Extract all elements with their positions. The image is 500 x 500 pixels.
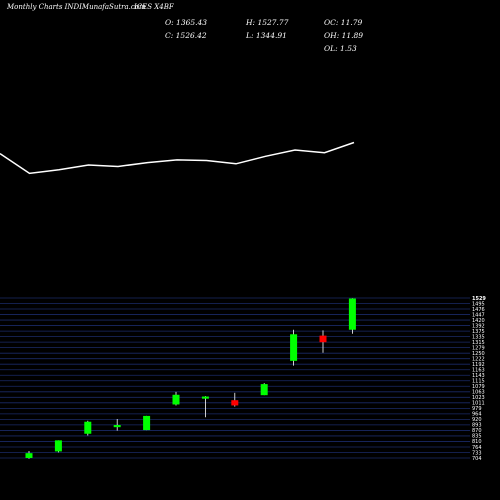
y-tick-label: 870: [472, 428, 482, 434]
y-tick-label: 1079: [472, 384, 485, 390]
y-tick-label: 810: [472, 439, 482, 445]
close-value: C: 1526.42: [165, 31, 207, 40]
symbol-label: ICES X4BF: [134, 3, 174, 11]
candle-body-up: [201, 396, 209, 399]
y-tick-label: 1392: [472, 323, 485, 329]
ol-value: OL: 1.53: [324, 44, 357, 53]
candle-body-up: [84, 421, 92, 434]
y-tick-label: 1192: [472, 362, 485, 368]
candle-body-up: [54, 440, 62, 452]
y-tick-label: 1163: [472, 368, 485, 374]
y-tick-label: 835: [472, 434, 482, 440]
price-grid: [0, 297, 470, 459]
price-axis: 1529149514761447142013921375133513151279…: [472, 296, 486, 462]
indicator-line: [0, 141, 355, 175]
y-tick-label: 1476: [472, 307, 485, 313]
candle-body-up: [260, 384, 268, 396]
indicator-line-panel: [0, 141, 355, 175]
candle-body-up: [113, 425, 121, 428]
high-value: H: 1527.77: [246, 18, 289, 27]
y-tick-label: 764: [472, 445, 482, 451]
candle-body-down: [231, 400, 239, 406]
y-tick-label: 1011: [472, 401, 485, 407]
y-tick-label: 893: [472, 423, 482, 429]
y-tick-label: 704: [472, 456, 482, 462]
candle-body-up: [290, 334, 298, 361]
y-tick-label: 1447: [472, 312, 485, 318]
y-tick-label: 1143: [472, 373, 485, 379]
y-tick-label: 1023: [472, 395, 485, 401]
y-tick-label: 979: [472, 406, 482, 412]
y-tick-label: 1335: [472, 334, 485, 340]
y-tick-label: 1375: [472, 329, 485, 335]
chart-source-label: Monthly Charts INDIMunafaSutra.com: [7, 3, 146, 11]
y-tick-label: 1115: [472, 379, 485, 385]
y-tick-label: 964: [472, 412, 482, 418]
y-tick-label: 1063: [472, 390, 485, 396]
candlestick-series: [25, 298, 356, 459]
low-value: L: 1344.91: [246, 31, 287, 40]
y-tick-label: 1315: [472, 340, 485, 346]
candle-body-down: [319, 335, 327, 343]
oc-value: OC: 11.79: [324, 18, 363, 27]
candle-body-up: [172, 394, 180, 405]
y-tick-label: 1279: [472, 345, 485, 351]
oh-value: OH: 11.89: [324, 31, 364, 40]
y-tick-label: 1529: [472, 296, 486, 302]
y-tick-label: 1250: [472, 351, 485, 357]
y-tick-label: 1222: [472, 356, 485, 362]
candle-body-up: [25, 453, 33, 458]
open-value: O: 1365.43: [165, 18, 208, 27]
y-tick-label: 1420: [472, 318, 485, 324]
candle-body-up: [143, 415, 151, 431]
y-tick-label: 920: [472, 417, 482, 423]
candle-body-up: [348, 298, 356, 330]
y-tick-label: 1495: [472, 301, 485, 307]
y-tick-label: 733: [472, 450, 482, 456]
